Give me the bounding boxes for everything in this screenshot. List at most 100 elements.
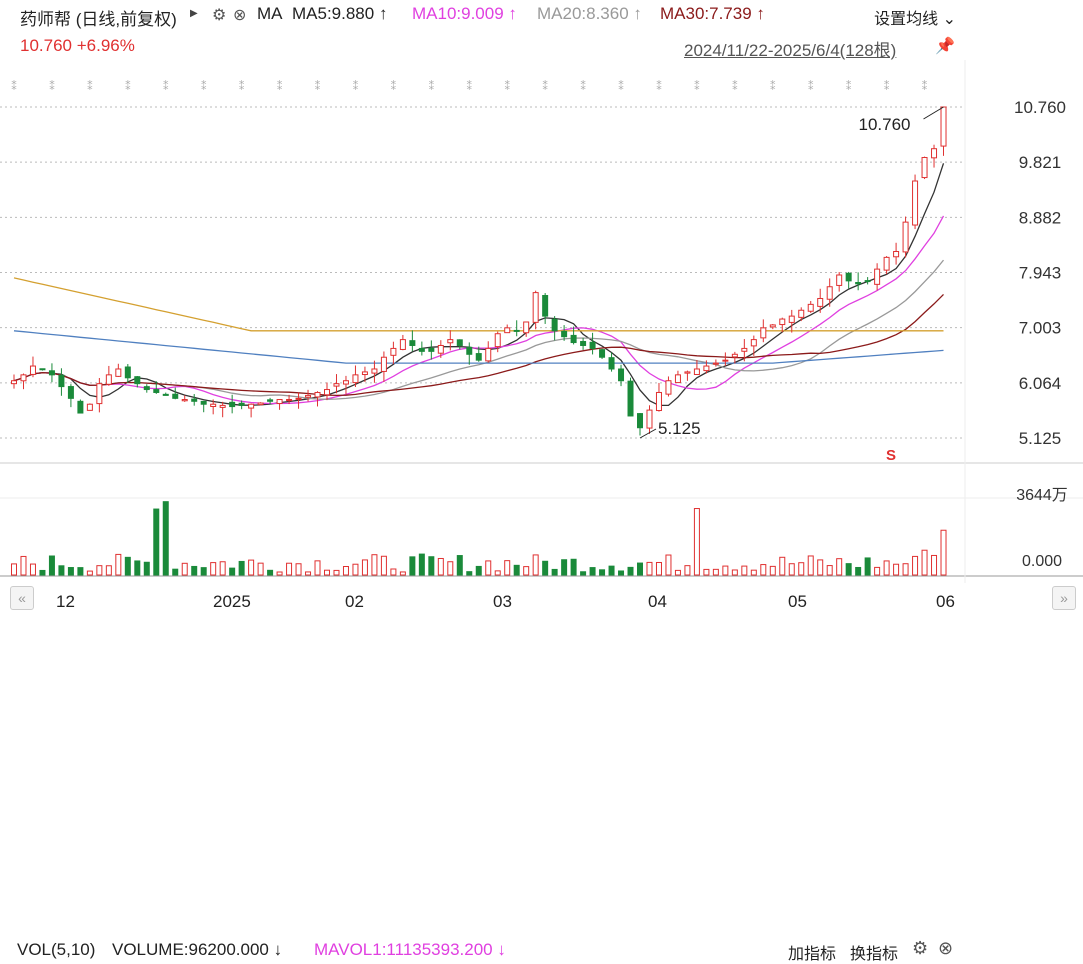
ma20-value: MA20:8.360 ↑ bbox=[537, 4, 642, 23]
volume-bar bbox=[428, 556, 435, 576]
volume-bar bbox=[807, 555, 814, 576]
candle-body bbox=[599, 349, 606, 358]
candle-body bbox=[551, 318, 558, 332]
volume-bar bbox=[267, 569, 274, 576]
expand-triangle-icon[interactable]: ▶ bbox=[190, 8, 198, 19]
candle-body bbox=[674, 374, 681, 384]
ma-close-icon[interactable]: ⊗ bbox=[233, 7, 247, 24]
vol-label: VOL(5,10) bbox=[17, 940, 96, 959]
candle-body bbox=[361, 371, 368, 376]
volume-bar bbox=[162, 501, 169, 576]
volume-bar bbox=[475, 565, 482, 576]
pin-icon[interactable]: 📌 bbox=[935, 38, 955, 55]
candle-body bbox=[105, 374, 112, 385]
event-marker: ⁑ bbox=[353, 80, 359, 93]
chevron-down-icon: ⌄ bbox=[942, 11, 956, 28]
volume-bar bbox=[788, 563, 795, 576]
candle-body bbox=[864, 280, 871, 283]
volume-bar bbox=[618, 570, 625, 576]
volume-bar bbox=[324, 569, 330, 576]
volume-bar bbox=[693, 508, 700, 576]
candle-body bbox=[96, 383, 103, 405]
ma-settings-link[interactable]: 设置均线 ⌄ bbox=[874, 5, 956, 29]
volume-bar bbox=[864, 557, 871, 576]
volume-bar bbox=[67, 567, 74, 576]
candle-body bbox=[437, 344, 444, 354]
price-tick-label: 7.943 bbox=[1019, 263, 1062, 282]
candle-body bbox=[485, 347, 492, 362]
volume-bar bbox=[513, 564, 520, 576]
candle-body bbox=[731, 353, 738, 358]
candle-body bbox=[409, 340, 416, 346]
volume-bar bbox=[124, 556, 131, 576]
volume-bar bbox=[599, 569, 606, 576]
candle-body bbox=[893, 251, 900, 258]
volume-bar bbox=[494, 570, 501, 576]
volume-bar bbox=[703, 568, 710, 576]
candle-body bbox=[693, 368, 700, 376]
event-marker: ⁑ bbox=[11, 80, 17, 93]
volume-bar bbox=[210, 562, 217, 576]
candle-body bbox=[11, 380, 17, 385]
candle-body bbox=[570, 334, 577, 344]
time-axis-label: 04 bbox=[648, 592, 667, 611]
candle-body bbox=[665, 380, 672, 395]
time-axis-label: 2025 bbox=[213, 592, 251, 611]
volume-bar bbox=[39, 569, 46, 576]
candle-body bbox=[267, 399, 274, 402]
price-chart[interactable]: 10.7609.8218.8827.9437.0036.0645.1253644… bbox=[0, 0, 1083, 618]
candle-body bbox=[210, 403, 217, 408]
candle-body bbox=[646, 409, 653, 429]
candle-body bbox=[200, 400, 207, 405]
candle-body bbox=[305, 394, 312, 398]
candle-body bbox=[295, 397, 302, 400]
volume-bar bbox=[286, 562, 293, 576]
volume-bar bbox=[608, 565, 615, 576]
event-marker: ⁑ bbox=[504, 80, 510, 93]
scroll-right-button[interactable]: » bbox=[1052, 586, 1076, 610]
volume-bar bbox=[655, 561, 662, 576]
price-change: 10.760 +6.96% bbox=[20, 36, 135, 55]
scroll-left-button[interactable]: « bbox=[10, 586, 34, 610]
event-marker: ⁑ bbox=[391, 80, 397, 93]
add-indicator-button[interactable]: 加指标 bbox=[788, 946, 837, 963]
stock-title: 药师帮 (日线,前复权) bbox=[20, 10, 177, 29]
candle-body bbox=[238, 402, 245, 406]
ma10-line bbox=[13, 215, 945, 405]
candle-body bbox=[931, 148, 938, 159]
candle-body bbox=[637, 413, 643, 429]
switch-indicator-button[interactable]: 换指标 bbox=[850, 946, 899, 963]
volume-bar bbox=[115, 553, 122, 576]
volume-bar bbox=[570, 558, 577, 576]
signal-marker: S bbox=[886, 447, 896, 464]
volume-bar bbox=[551, 568, 558, 576]
indicator-close-icon[interactable]: ⊗ bbox=[938, 938, 954, 958]
candle-body bbox=[20, 374, 27, 382]
event-marker: ⁑ bbox=[87, 80, 93, 93]
candle-body bbox=[124, 366, 131, 379]
volume-bar bbox=[409, 556, 416, 576]
event-marker: ⁑ bbox=[618, 80, 624, 93]
indicator-gear-icon[interactable]: ⚙ bbox=[912, 938, 929, 958]
volume-bar bbox=[646, 561, 653, 576]
volume-bar bbox=[20, 555, 27, 576]
volume-bar bbox=[238, 560, 245, 576]
volume-bar bbox=[485, 560, 492, 576]
candle-body bbox=[67, 386, 74, 399]
volume-bar bbox=[390, 568, 397, 576]
ma-settings-gear-icon[interactable]: ⚙ bbox=[212, 7, 227, 24]
candle-body bbox=[314, 391, 321, 398]
ma20-line bbox=[13, 259, 945, 400]
date-range[interactable]: 2024/11/22-2025/6/4(128根) bbox=[684, 41, 897, 60]
candle-body bbox=[418, 347, 425, 352]
candle-body bbox=[760, 327, 767, 339]
candle-body bbox=[684, 371, 691, 374]
candle-body bbox=[115, 368, 122, 377]
volume-bar bbox=[504, 560, 511, 576]
volume-bar bbox=[248, 559, 255, 576]
candle-body bbox=[39, 368, 46, 371]
volume-bar bbox=[466, 571, 473, 576]
candle-body bbox=[276, 399, 283, 404]
volume-bar bbox=[845, 563, 852, 576]
event-marker: ⁑ bbox=[770, 80, 776, 93]
